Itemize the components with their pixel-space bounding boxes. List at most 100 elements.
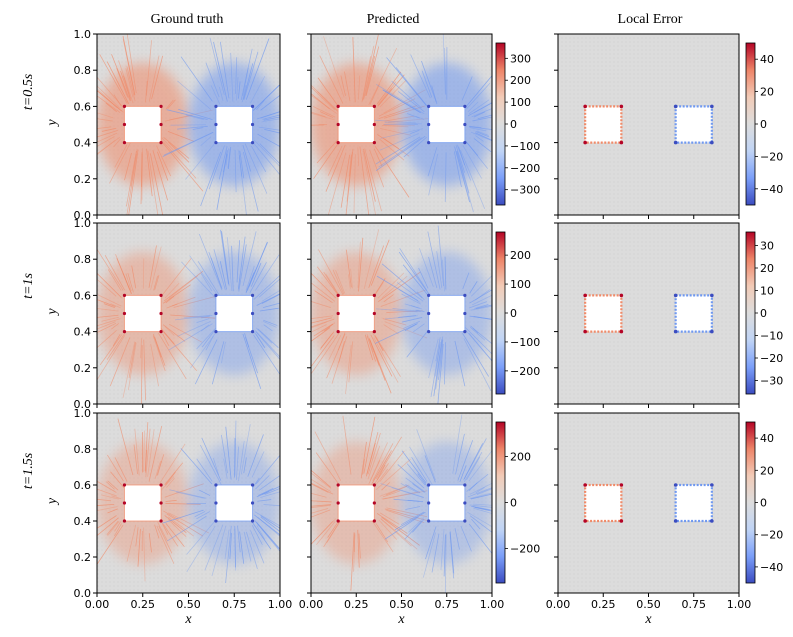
- field-streak: [106, 454, 124, 482]
- heatmap-panel-r1-c2: 30 20 10 0 −10 −20 −30: [554, 222, 783, 408]
- field-streak: [162, 141, 197, 179]
- colorbar-tick-label: 100: [510, 96, 531, 109]
- field-streak: [158, 332, 187, 380]
- colorbar-tick-label: −200: [510, 543, 540, 556]
- corner-error: [583, 104, 587, 109]
- colorbar-tick-label: −300: [510, 184, 540, 197]
- field-streak: [311, 282, 336, 302]
- field-streak: [156, 525, 175, 564]
- field-streak: [311, 93, 330, 110]
- corner-error: [619, 104, 624, 109]
- field-streak: [340, 154, 351, 208]
- corner-singularity: [372, 501, 376, 505]
- obstacle-square: [675, 485, 712, 521]
- field-streak: [260, 516, 280, 533]
- field-streak: [107, 521, 120, 537]
- field-streak: [379, 79, 407, 108]
- heatmap-field: [311, 414, 492, 593]
- field-streak: [235, 446, 239, 480]
- field-streak: [374, 282, 384, 297]
- field-streak: [163, 270, 204, 302]
- field-streak: [418, 267, 429, 289]
- field-streak: [147, 150, 159, 215]
- field-streak: [114, 144, 128, 168]
- field-streak: [152, 335, 166, 372]
- corner-singularity: [122, 141, 127, 145]
- x-tick-label: 0.00: [299, 598, 324, 611]
- field-streak: [472, 506, 491, 511]
- field-streak: [328, 334, 342, 361]
- field-streak: [357, 147, 360, 166]
- field-streak: [374, 145, 410, 198]
- colorbar-tick-label: −40: [760, 561, 783, 574]
- field-streak: [346, 151, 353, 202]
- corner-singularity: [463, 122, 467, 127]
- field-streak: [97, 506, 118, 511]
- field-streak: [316, 139, 339, 164]
- field-streak: [97, 95, 121, 113]
- field-streak: [377, 272, 405, 299]
- colorbar: 40 20 0 −20 −40: [745, 421, 783, 584]
- field-streak: [258, 126, 280, 131]
- field-streak: [234, 528, 237, 571]
- y-tick-label: 0.6: [74, 289, 92, 302]
- field-streak: [398, 91, 425, 113]
- field-streak: [234, 149, 237, 193]
- field-streak: [375, 459, 411, 491]
- field-streak: [311, 518, 337, 545]
- corner-singularity: [336, 330, 340, 334]
- field-streak: [162, 142, 204, 192]
- field-streak: [106, 481, 115, 490]
- field-streak: [245, 266, 255, 291]
- field-streak: [460, 149, 486, 210]
- field-streak: [410, 305, 422, 310]
- y-tick-label: 0.8: [74, 253, 92, 266]
- colorbar-tick-label: 100: [510, 278, 531, 291]
- corner-singularity: [372, 122, 376, 127]
- colorbar: 30 20 10 0 −10 −20 −30: [745, 231, 783, 395]
- x-tick-label: 0.25: [131, 598, 156, 611]
- field-streak: [403, 136, 427, 158]
- field-streak: [225, 148, 229, 166]
- field-streak: [97, 112, 114, 119]
- x-tick-label: 0.00: [85, 598, 110, 611]
- field-streak: [416, 429, 436, 481]
- field-streak: [234, 526, 236, 568]
- field-streak: [116, 258, 132, 294]
- field-streak: [258, 488, 274, 496]
- field-streak: [469, 281, 478, 294]
- field-streak: [97, 524, 124, 566]
- corner-singularity: [427, 501, 431, 505]
- field-streak: [362, 46, 375, 101]
- field-streak: [470, 131, 492, 142]
- field-streak: [316, 266, 340, 297]
- field-streak: [165, 499, 177, 502]
- heatmap-field: [583, 104, 714, 145]
- field-streak: [475, 289, 490, 301]
- field-streak: [311, 318, 335, 328]
- field-streak: [366, 334, 374, 353]
- field-streak: [311, 124, 325, 126]
- field-streak: [231, 245, 234, 292]
- corner-error: [710, 140, 714, 145]
- field-streak: [383, 324, 399, 335]
- field-streak: [379, 450, 405, 483]
- field-streak: [106, 61, 130, 104]
- x-tick-label: 0.75: [222, 598, 247, 611]
- obstacle-square: [215, 106, 253, 143]
- field-streak: [194, 511, 206, 518]
- field-streak: [125, 68, 134, 98]
- corner-error: [619, 293, 624, 298]
- corner-singularity: [463, 311, 467, 316]
- field-streak: [190, 332, 216, 369]
- field-streak: [109, 142, 131, 184]
- x-tick-label: 0.50: [176, 598, 201, 611]
- field-streak: [311, 317, 333, 324]
- field-streak: [221, 231, 230, 286]
- field-streak: [428, 153, 439, 196]
- colorbar: 200 0 −200: [495, 421, 540, 584]
- field-streak: [453, 151, 462, 188]
- corner-singularity: [159, 141, 163, 145]
- field-streak: [97, 136, 121, 155]
- corner-singularity: [427, 104, 431, 108]
